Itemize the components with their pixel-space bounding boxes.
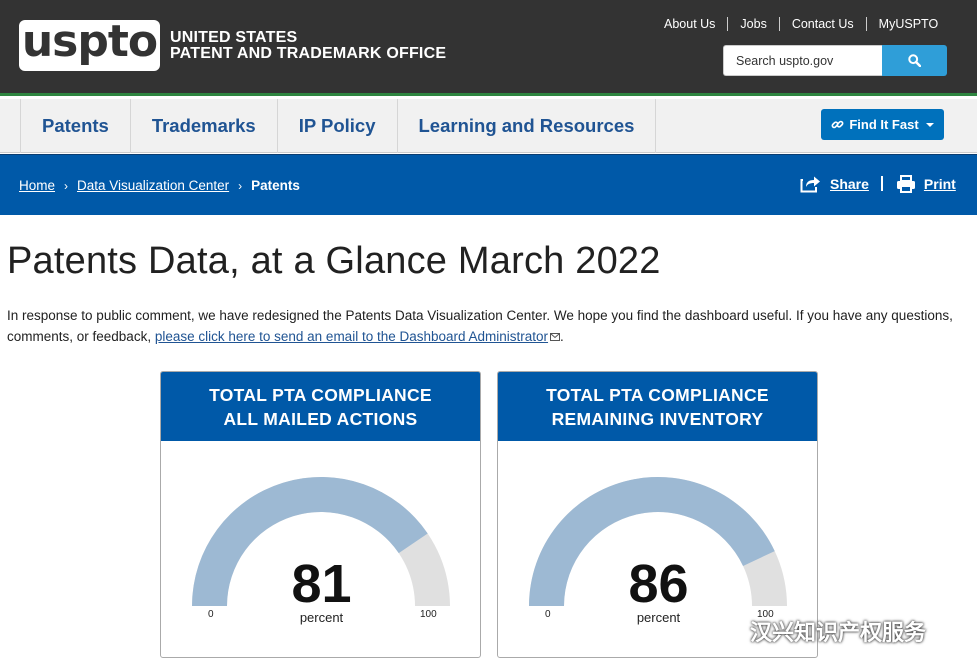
breadcrumb-bar: Home › Data Visualization Center › Paten… [0, 154, 977, 215]
utility-nav: About Us Jobs Contact Us MyUSPTO [664, 17, 938, 31]
print-link[interactable]: Print [923, 175, 956, 192]
page-title: Patents Data, at a Glance March 2022 [7, 240, 661, 282]
search-icon [908, 54, 921, 67]
chevron-right-icon: › [238, 178, 243, 193]
gauge-card-remaining-inventory: TOTAL PTA COMPLIANCE REMAINING INVENTORY… [497, 371, 818, 658]
uspto-logo[interactable]: uspto [19, 16, 160, 71]
mail-icon [550, 333, 561, 342]
jobs-link[interactable]: Jobs [740, 17, 767, 31]
agency-name-line1: UNITED STATES [170, 29, 298, 46]
nav-trademarks[interactable]: Trademarks [131, 99, 278, 153]
wechat-watermark: 汉兴知识产权服务 [706, 615, 926, 647]
main-nav: Patents Trademarks IP Policy Learning an… [0, 99, 977, 153]
share-print-divider [880, 176, 883, 191]
gauge-max-label: 100 [420, 609, 437, 620]
share-print-tools: Share Print [800, 174, 956, 193]
search-button[interactable] [882, 45, 947, 76]
gauge-chart [192, 477, 450, 606]
find-it-fast-label: Find It Fast [849, 117, 919, 132]
gauge-title-line1: TOTAL PTA COMPLIANCE [546, 385, 769, 405]
agency-name: UNITED STATES PATENT AND TRADEMARK OFFIC… [170, 30, 446, 62]
breadcrumb-current: Patents [251, 178, 300, 193]
nav-ip-policy[interactable]: IP Policy [278, 99, 398, 153]
share-icon[interactable] [800, 174, 822, 193]
gauge-fill [192, 477, 428, 606]
gauge-fill [529, 477, 775, 606]
gauge-min-label: 0 [545, 609, 551, 620]
gauge-chart [529, 477, 787, 606]
intro-paragraph: In response to public comment, we have r… [7, 305, 967, 347]
nav-learning-resources[interactable]: Learning and Resources [398, 99, 657, 153]
wechat-icon [707, 618, 742, 643]
utility-divider [778, 17, 780, 31]
gauge-max-label: 100 [757, 609, 774, 620]
share-link[interactable]: Share [830, 175, 869, 192]
intro-text: In response to public comment, we have r… [7, 308, 953, 344]
find-it-fast-button[interactable]: Find It Fast [821, 109, 944, 140]
gauge-title-line2: ALL MAILED ACTIONS [223, 409, 418, 429]
gauge-card-title: TOTAL PTA COMPLIANCE ALL MAILED ACTIONS [161, 372, 480, 441]
gauge: 81 percent 0 100 [161, 441, 480, 657]
gauge-unit: percent [299, 610, 344, 625]
gauge-title-line2: REMAINING INVENTORY [551, 409, 764, 429]
watermark-text: 汉兴知识产权服务 [750, 621, 927, 646]
chevron-right-icon: › [64, 178, 69, 193]
gauge-card-title: TOTAL PTA COMPLIANCE REMAINING INVENTORY [498, 372, 817, 441]
gauge: 86 percent 0 100 [498, 441, 817, 657]
gauge-value: 86 [628, 554, 689, 614]
chevron-down-icon [925, 122, 934, 127]
agency-name-line2: PATENT AND TRADEMARK OFFICE [170, 45, 447, 62]
site-header: uspto UNITED STATES PATENT AND TRADEMARK… [0, 0, 977, 96]
myuspto-link[interactable]: MyUSPTO [878, 17, 939, 31]
gauge-value: 81 [291, 554, 352, 614]
nav-patents[interactable]: Patents [21, 99, 131, 153]
link-icon [831, 120, 844, 129]
dashboard-admin-email-link[interactable]: please click here to send an email to th… [154, 329, 549, 344]
utility-divider [865, 17, 867, 31]
breadcrumb-data-visualization[interactable]: Data Visualization Center [77, 178, 230, 193]
breadcrumb-home[interactable]: Home [19, 178, 56, 193]
about-us-link[interactable]: About Us [664, 17, 716, 31]
breadcrumb: Home › Data Visualization Center › Paten… [19, 178, 300, 193]
site-search [723, 45, 947, 76]
search-input[interactable] [723, 45, 882, 76]
gauge-unit: percent [636, 610, 681, 625]
intro-end: . [560, 329, 564, 344]
utility-divider [727, 17, 729, 31]
gauge-min-label: 0 [208, 609, 214, 620]
contact-us-link[interactable]: Contact Us [791, 17, 854, 31]
gauge-card-all-mailed-actions: TOTAL PTA COMPLIANCE ALL MAILED ACTIONS … [160, 371, 481, 658]
print-icon[interactable] [896, 174, 916, 193]
gauge-title-line1: TOTAL PTA COMPLIANCE [209, 385, 432, 405]
